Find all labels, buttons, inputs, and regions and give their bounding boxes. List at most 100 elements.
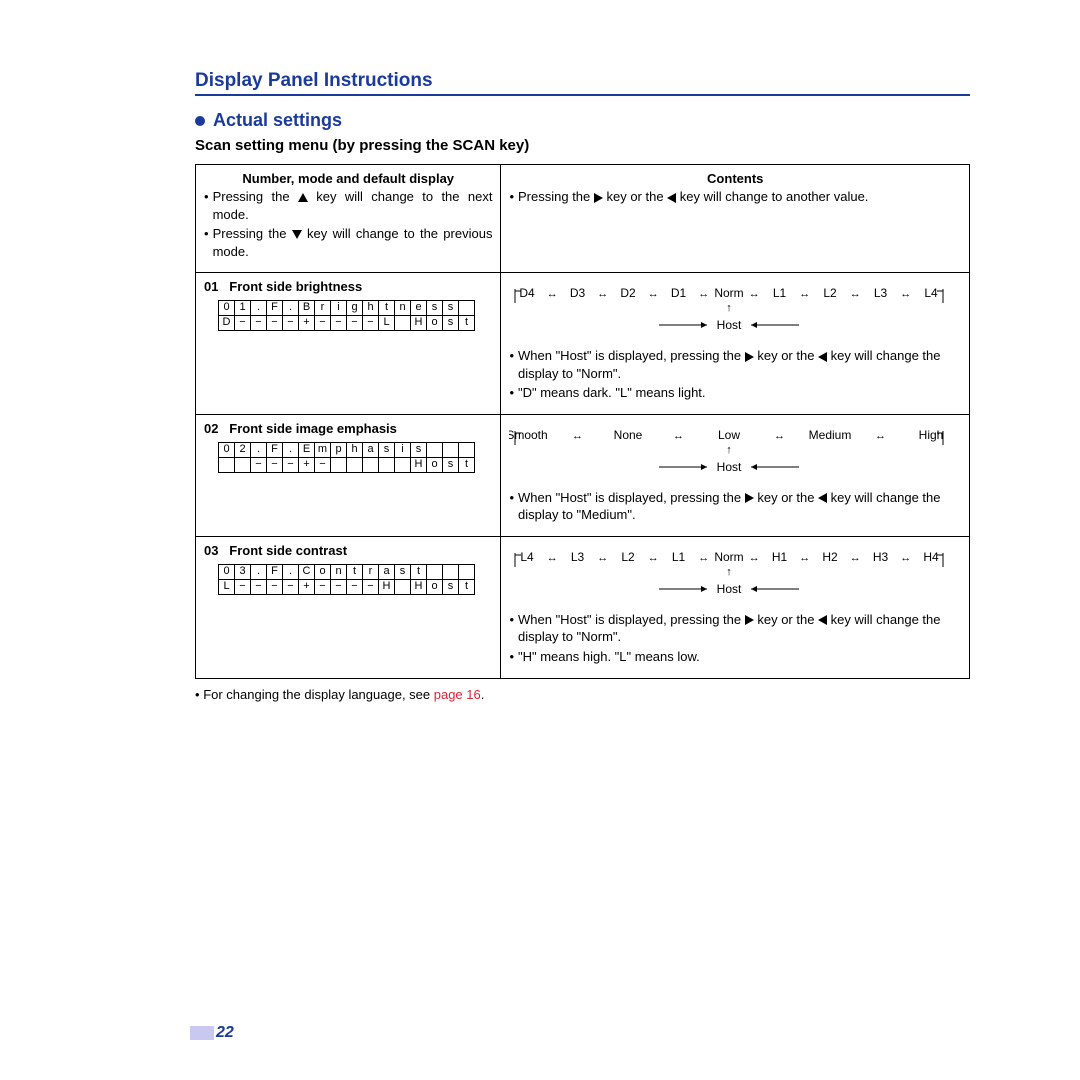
- seq-label: D2: [621, 286, 637, 300]
- seq-label: H2: [823, 550, 839, 564]
- seq-label: L4: [521, 550, 535, 564]
- lcd-cell: F: [267, 442, 283, 457]
- arrow-left-icon: [751, 464, 757, 470]
- seq-label: Norm: [715, 286, 744, 300]
- seq-label: D3: [570, 286, 586, 300]
- footnote-prefix: For changing the display language, see: [203, 687, 434, 702]
- lcd-cell: D: [219, 316, 235, 331]
- pagenum-bar: [190, 1026, 214, 1040]
- tri-left-icon: [667, 193, 676, 203]
- lcd-cell: H: [411, 316, 427, 331]
- lcd-cell: +: [299, 457, 315, 472]
- lcd-cell: −: [331, 579, 347, 594]
- header-left-cell: Number, mode and default display •Pressi…: [196, 165, 501, 273]
- lcd-cell: [395, 457, 411, 472]
- double-arrow-icon: ↔: [547, 552, 558, 564]
- lcd-cell: H: [379, 579, 395, 594]
- seq-label: High: [919, 428, 944, 442]
- lcd-cell: −: [283, 316, 299, 331]
- lcd-cell: .: [251, 301, 267, 316]
- table-header-row: Number, mode and default display •Pressi…: [196, 165, 970, 273]
- lcd-cell: o: [427, 579, 443, 594]
- tri-up-icon: [298, 193, 308, 202]
- doc-title: Display Panel Instructions: [195, 70, 970, 92]
- lcd-cell: .: [283, 564, 299, 579]
- bullet-marker: •: [509, 489, 514, 524]
- seq-label: L3: [571, 550, 585, 564]
- header-right-cell: Contents •Pressing the key or the key wi…: [501, 165, 970, 273]
- page-number-block: 22: [190, 1024, 234, 1042]
- lcd-cell: a: [379, 564, 395, 579]
- lcd-cell: −: [251, 579, 267, 594]
- lcd-cell: F: [267, 564, 283, 579]
- lcd-cell: E: [299, 442, 315, 457]
- lcd-cell: +: [299, 316, 315, 331]
- lcd-cell: [427, 442, 443, 457]
- lcd-cell: o: [427, 316, 443, 331]
- lcd-cell: −: [283, 579, 299, 594]
- seq-label: Low: [718, 428, 740, 442]
- bullet-item: •"H" means high. "L" means low.: [509, 648, 961, 666]
- bullet-marker: •: [509, 648, 514, 666]
- host-label: Host: [717, 318, 742, 332]
- seq-label: L1: [672, 550, 686, 564]
- lcd-cell: −: [363, 316, 379, 331]
- seq-label: Smooth: [509, 428, 548, 442]
- footnote-link[interactable]: page 16: [434, 687, 481, 702]
- double-arrow-icon: ↔: [699, 552, 710, 564]
- up-arrow-icon: ↑: [727, 444, 733, 456]
- lcd-cell: s: [395, 564, 411, 579]
- lcd-cell: t: [459, 457, 475, 472]
- double-arrow-icon: ↔: [901, 288, 912, 300]
- bullet-marker: •: [204, 188, 209, 223]
- seq-label: L2: [622, 550, 636, 564]
- tri-down-icon: [292, 230, 302, 239]
- lcd-display: 02. F. Emphasis −−−+− Host: [218, 442, 475, 473]
- seq-label: H3: [873, 550, 889, 564]
- lcd-cell: r: [363, 564, 379, 579]
- seq-label: D4: [520, 286, 536, 300]
- lcd-cell: a: [363, 442, 379, 457]
- lcd-cell: s: [443, 579, 459, 594]
- lcd-cell: −: [363, 579, 379, 594]
- lcd-cell: .: [251, 564, 267, 579]
- lcd-cell: t: [379, 301, 395, 316]
- row-right-cell: Smooth↔None↔Low↔Medium↔High↑Host•When "H…: [501, 414, 970, 536]
- seq-label: L2: [824, 286, 838, 300]
- row-left-cell: 03 Front side contrast03. F. Contrast L−…: [196, 536, 501, 678]
- tri-right-icon: [745, 352, 754, 362]
- double-arrow-icon: ↔: [850, 288, 861, 300]
- bullet-text: "H" means high. "L" means low.: [518, 648, 961, 666]
- bullet-marker: •: [509, 384, 514, 402]
- settings-table: Number, mode and default display •Pressi…: [195, 164, 970, 679]
- row-left-cell: 02 Front side image emphasis02. F. Empha…: [196, 414, 501, 536]
- arrow-right-icon: [701, 464, 707, 470]
- section-title-text: Actual settings: [213, 110, 342, 131]
- lcd-cell: [363, 457, 379, 472]
- lcd-cell: i: [395, 442, 411, 457]
- double-arrow-icon: ↔: [699, 288, 710, 300]
- lcd-cell: .: [283, 301, 299, 316]
- lcd-cell: L: [219, 579, 235, 594]
- lcd-cell: 0: [219, 301, 235, 316]
- lcd-cell: h: [347, 442, 363, 457]
- lcd-cell: −: [347, 579, 363, 594]
- lcd-cell: [379, 457, 395, 472]
- tri-right-icon: [745, 615, 754, 625]
- lcd-cell: −: [315, 579, 331, 594]
- section-heading: Actual settings: [195, 110, 970, 131]
- header-left-title: Number, mode and default display: [204, 171, 492, 186]
- row-title: 02 Front side image emphasis: [204, 421, 492, 436]
- lcd-cell: [331, 457, 347, 472]
- double-arrow-icon: ↔: [749, 288, 760, 300]
- subheading: Scan setting menu (by pressing the SCAN …: [195, 137, 970, 154]
- double-arrow-icon: ↔: [901, 552, 912, 564]
- lcd-cell: i: [331, 301, 347, 316]
- lcd-cell: r: [315, 301, 331, 316]
- table-row: 01 Front side brightness01. F. Brightnes…: [196, 273, 970, 415]
- lcd-cell: [443, 442, 459, 457]
- lcd-display: 03. F. Contrast L−−−−+−−−−H Host: [218, 564, 475, 595]
- lcd-cell: [235, 457, 251, 472]
- lcd-cell: s: [379, 442, 395, 457]
- lcd-cell: [395, 316, 411, 331]
